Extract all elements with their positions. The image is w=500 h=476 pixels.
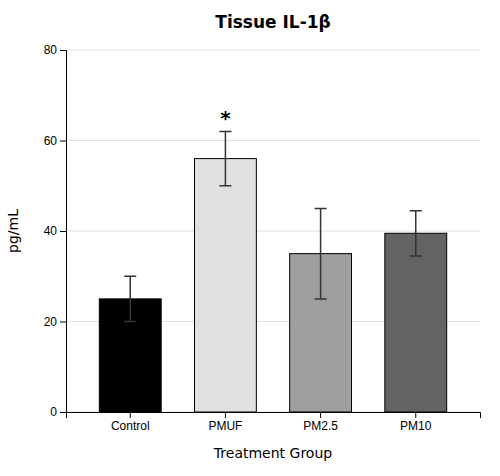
tick-label: 40 (44, 224, 58, 238)
grid (66, 50, 480, 412)
tick-label: PM2.5 (303, 419, 338, 433)
tick-label: PMUF (208, 419, 242, 433)
tick-mark (415, 412, 416, 418)
tick: PMUF (208, 412, 242, 433)
tick-label: 60 (44, 134, 58, 148)
grid-line (66, 50, 480, 51)
bar (385, 233, 447, 412)
y-axis-title: pg/mL (5, 209, 21, 253)
tick-label: 0 (50, 405, 57, 419)
tick: 80 (44, 43, 66, 57)
error-bar (219, 131, 231, 185)
plot: 0 20 40 60 80 Control PMUF PM2.5 PM10 * (44, 43, 481, 432)
axis-line (67, 413, 481, 419)
tick-mark (60, 412, 66, 413)
title: Tissue IL-1β (215, 12, 330, 32)
tick-mark (320, 412, 321, 418)
tick-mark (60, 231, 66, 232)
error-bar (315, 208, 327, 299)
tick: PM2.5 (303, 412, 338, 433)
tick-mark (60, 50, 66, 51)
axis-line (60, 51, 67, 413)
error-bar (410, 211, 422, 256)
tick-mark (225, 412, 226, 418)
tick-mark (130, 412, 131, 418)
tick-label: PM10 (400, 419, 432, 433)
tick-label: 80 (44, 43, 58, 57)
grid-line (66, 140, 480, 141)
chart: 0 20 40 60 80 Control PMUF PM2.5 PM10 * Tissue IL-… (0, 0, 500, 476)
bar (194, 159, 256, 412)
tick: 40 (44, 224, 66, 238)
x-axis-title: Treatment Group (213, 445, 332, 461)
marks (99, 131, 446, 412)
tick-label: 20 (44, 315, 58, 329)
annotation: * (220, 106, 231, 130)
error-bar (124, 276, 136, 321)
tick: Control (111, 412, 150, 433)
chart-container: 0 20 40 60 80 Control PMUF PM2.5 PM10 * Tissue IL-… (0, 0, 500, 476)
tick-label: Control (111, 419, 150, 433)
tick-mark (60, 322, 66, 323)
grid-line (66, 231, 480, 232)
tick-mark (60, 141, 66, 142)
x-axis: Control PMUF PM2.5 PM10 (67, 412, 481, 433)
y-axis: 0 20 40 60 80 (44, 43, 67, 419)
tick: PM10 (400, 412, 432, 433)
tick: 20 (44, 315, 66, 329)
tick: 60 (44, 134, 66, 148)
tick: 0 (50, 405, 66, 419)
